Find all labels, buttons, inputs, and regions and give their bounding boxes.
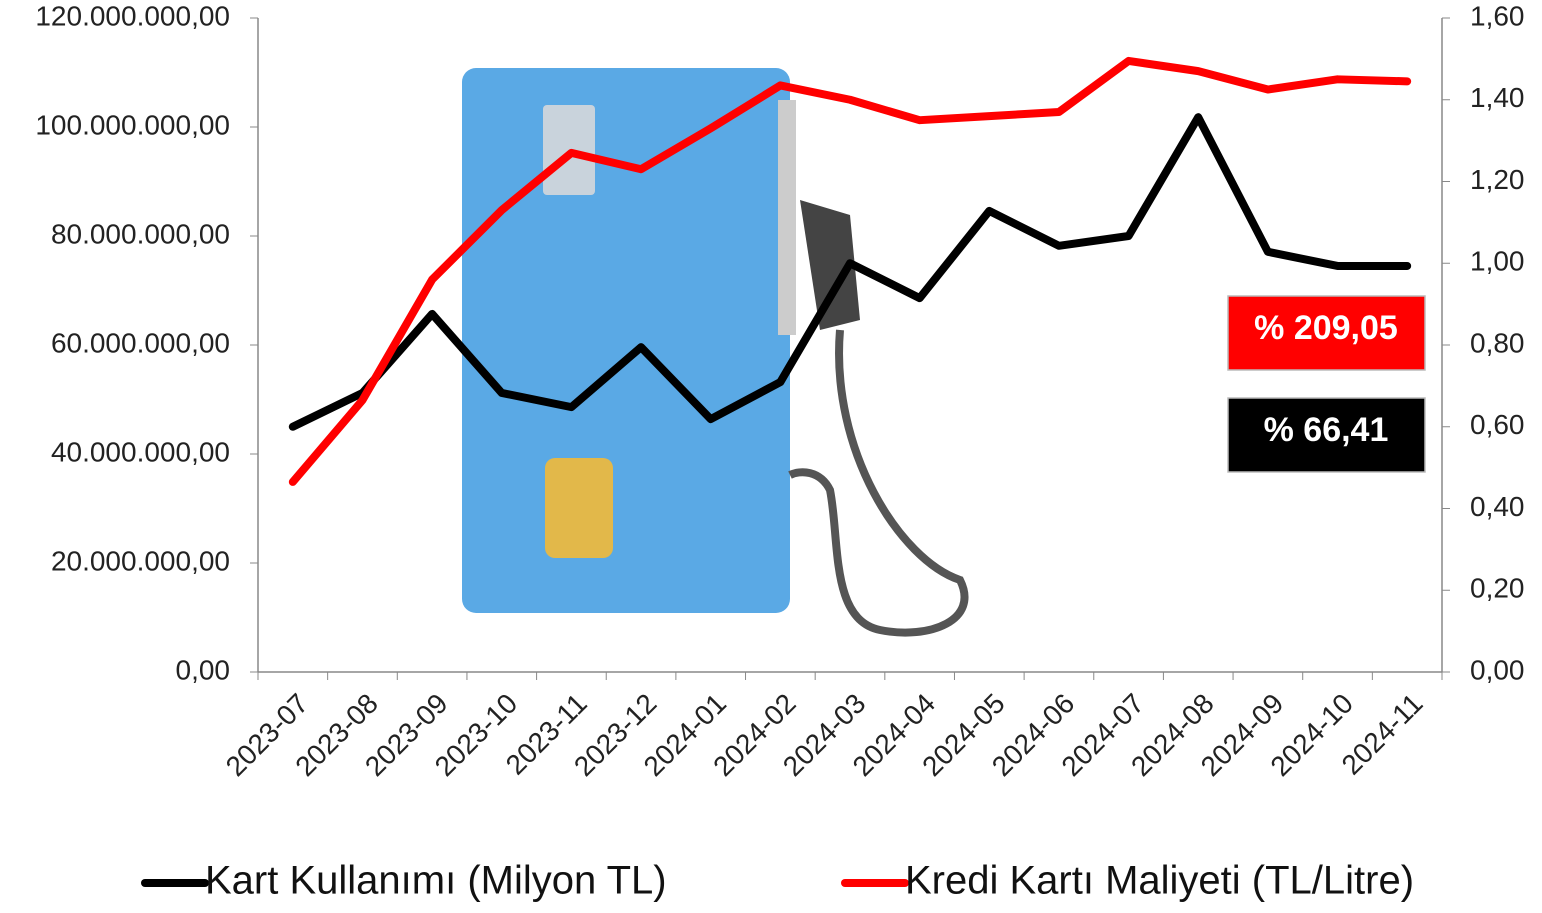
annotation-box	[1227, 397, 1426, 473]
y-tick-label: 80.000.000,00	[51, 218, 230, 249]
y2-tick-label: 0,00	[1470, 654, 1525, 685]
annotation-text: % 66,41	[1264, 411, 1389, 449]
y2-tick-label: 0,80	[1470, 327, 1525, 358]
y2-tick-label: 1,00	[1470, 246, 1525, 277]
y2-tick-label: 0,20	[1470, 573, 1525, 604]
series-line	[288, 56, 1412, 486]
y-tick-label: 20.000.000,00	[51, 545, 230, 576]
y-tick-label: 0,00	[176, 654, 231, 685]
y2-tick-label: 1,20	[1470, 164, 1525, 195]
series-line	[288, 113, 1412, 431]
y2-tick-label: 0,40	[1470, 491, 1525, 522]
legend-label: Kart Kullanımı (Milyon TL)	[205, 859, 667, 903]
y-tick-label: 120.000.000,00	[35, 0, 230, 31]
legend-label: Kredi Kartı Maliyeti (TL/Litre)	[905, 859, 1414, 903]
annotation-box	[1227, 295, 1426, 371]
card-illustration	[462, 68, 969, 637]
y2-tick-label: 1,60	[1470, 0, 1525, 31]
y2-tick-label: 0,60	[1470, 409, 1525, 440]
y-tick-label: 100.000.000,00	[35, 109, 230, 140]
annotation-text: % 209,05	[1254, 309, 1398, 347]
y-tick-label: 60.000.000,00	[51, 327, 230, 358]
y2-tick-label: 1,40	[1470, 82, 1525, 113]
y-tick-label: 40.000.000,00	[51, 436, 230, 467]
